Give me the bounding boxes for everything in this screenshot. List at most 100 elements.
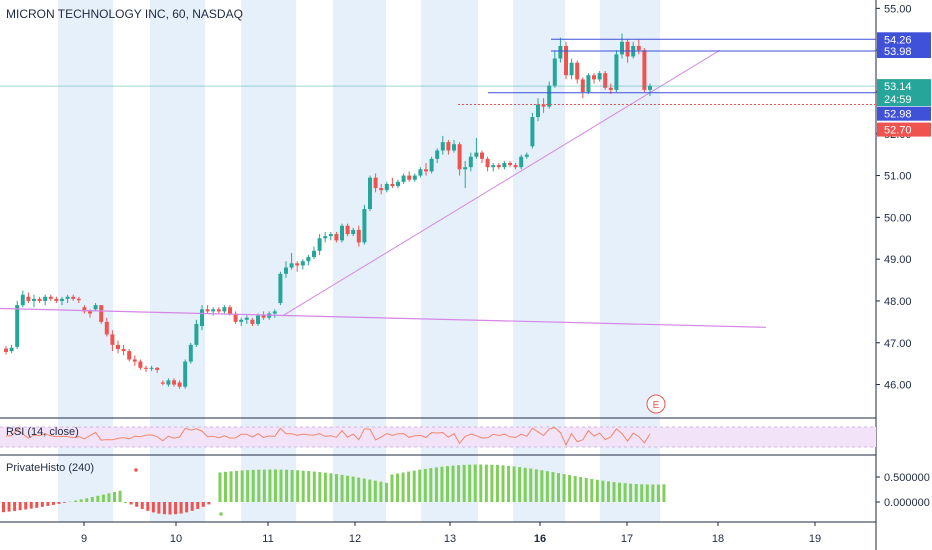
histo-bar [440, 466, 444, 502]
histo-bar [318, 472, 322, 502]
time-tick-label: 12 [349, 533, 361, 545]
candle-body [446, 142, 451, 151]
candle-body [614, 54, 619, 90]
candle-body [177, 382, 182, 387]
histo-bar [285, 469, 289, 502]
candle-body [261, 315, 266, 318]
candle-body [457, 144, 462, 170]
time-tick-label: 17 [621, 533, 633, 545]
candle-body [569, 62, 574, 76]
histo-bar [490, 464, 494, 502]
candle-body [379, 188, 384, 191]
candle-body [480, 152, 484, 159]
candle-body [160, 382, 165, 384]
histo-bar [551, 472, 555, 502]
candle-body [43, 296, 48, 301]
candle-body [440, 142, 445, 151]
candle-body [99, 305, 104, 322]
candle-body [138, 361, 143, 368]
candle-body [121, 349, 126, 352]
histo-bar [185, 502, 189, 513]
candle-body [239, 319, 244, 322]
candle-body [82, 307, 87, 312]
candle-body [429, 158, 434, 172]
candle-body [76, 298, 81, 301]
histo-bar [384, 482, 388, 502]
histo-bar [129, 502, 133, 505]
candle-body [300, 261, 305, 266]
histo-bar [468, 464, 472, 502]
histo-bar [618, 482, 622, 502]
histo-bar [651, 484, 655, 502]
histo-bar [201, 502, 205, 507]
histo-bar [35, 502, 39, 508]
candle-body [435, 150, 440, 159]
histo-bar [301, 470, 305, 502]
candle-body [384, 183, 389, 191]
histo-bar [656, 484, 660, 502]
histo-bar [634, 484, 638, 502]
candle-body [65, 296, 70, 299]
histo-bar [540, 470, 544, 502]
candle-body [104, 321, 109, 335]
histo-bar [101, 494, 105, 502]
candle-body [636, 45, 641, 51]
price-label-text: 53.98 [884, 46, 912, 58]
price-label-text: 53.14 [884, 81, 912, 93]
histo-bar [18, 502, 22, 511]
rsi-line [5, 427, 651, 447]
time-tick-label: 16 [534, 533, 546, 545]
histo-bar [557, 473, 560, 502]
candle-body [188, 344, 193, 362]
candle-body [608, 87, 613, 90]
histo-bar [257, 469, 261, 502]
histo-bar [323, 472, 327, 502]
histo-bar [2, 502, 5, 513]
histo-bar [90, 496, 94, 502]
candle-body [9, 347, 14, 352]
earnings-marker [646, 394, 666, 414]
histo-bar [13, 502, 17, 511]
candle-body [603, 73, 608, 88]
histo-bar [140, 502, 144, 509]
earnings-marker-label: E [653, 400, 660, 411]
candle-body [37, 298, 42, 301]
histo-bar [507, 465, 511, 502]
histo-bar [612, 482, 616, 502]
candle-body [88, 311, 92, 314]
histo-bar [312, 471, 316, 502]
histo-bar [46, 502, 50, 506]
histo-bar [224, 471, 227, 502]
candle-body [155, 367, 160, 370]
rsi-pane-label: RSI (14, close) [6, 426, 79, 438]
histo-bar [390, 474, 394, 502]
price-label-box [877, 32, 931, 47]
price-label-text: 54.26 [884, 34, 912, 46]
candle-body [407, 175, 412, 180]
candle-body [93, 305, 98, 310]
candle-body [54, 298, 59, 301]
histo-bar [279, 469, 283, 502]
histo-bar [545, 471, 549, 502]
histo-bar [7, 502, 11, 512]
histo-bar [645, 484, 649, 502]
histo-bar [229, 471, 233, 502]
histo-bar [107, 493, 111, 502]
histo-bar [74, 500, 78, 502]
candle-body [228, 307, 232, 314]
histo-bar [151, 502, 155, 513]
histo-bar [606, 481, 610, 502]
histo-bar [401, 472, 405, 502]
histo-bar [484, 464, 488, 502]
candle-body [552, 58, 557, 86]
histo-bar [529, 468, 533, 502]
histo-dot [134, 468, 138, 472]
candle-body [200, 309, 204, 327]
histo-bar [85, 498, 89, 502]
candle-body [625, 41, 630, 57]
rising-trendline [282, 49, 721, 317]
histo-bar [623, 483, 627, 502]
histo-bar [462, 464, 466, 502]
candle-body [496, 165, 501, 168]
